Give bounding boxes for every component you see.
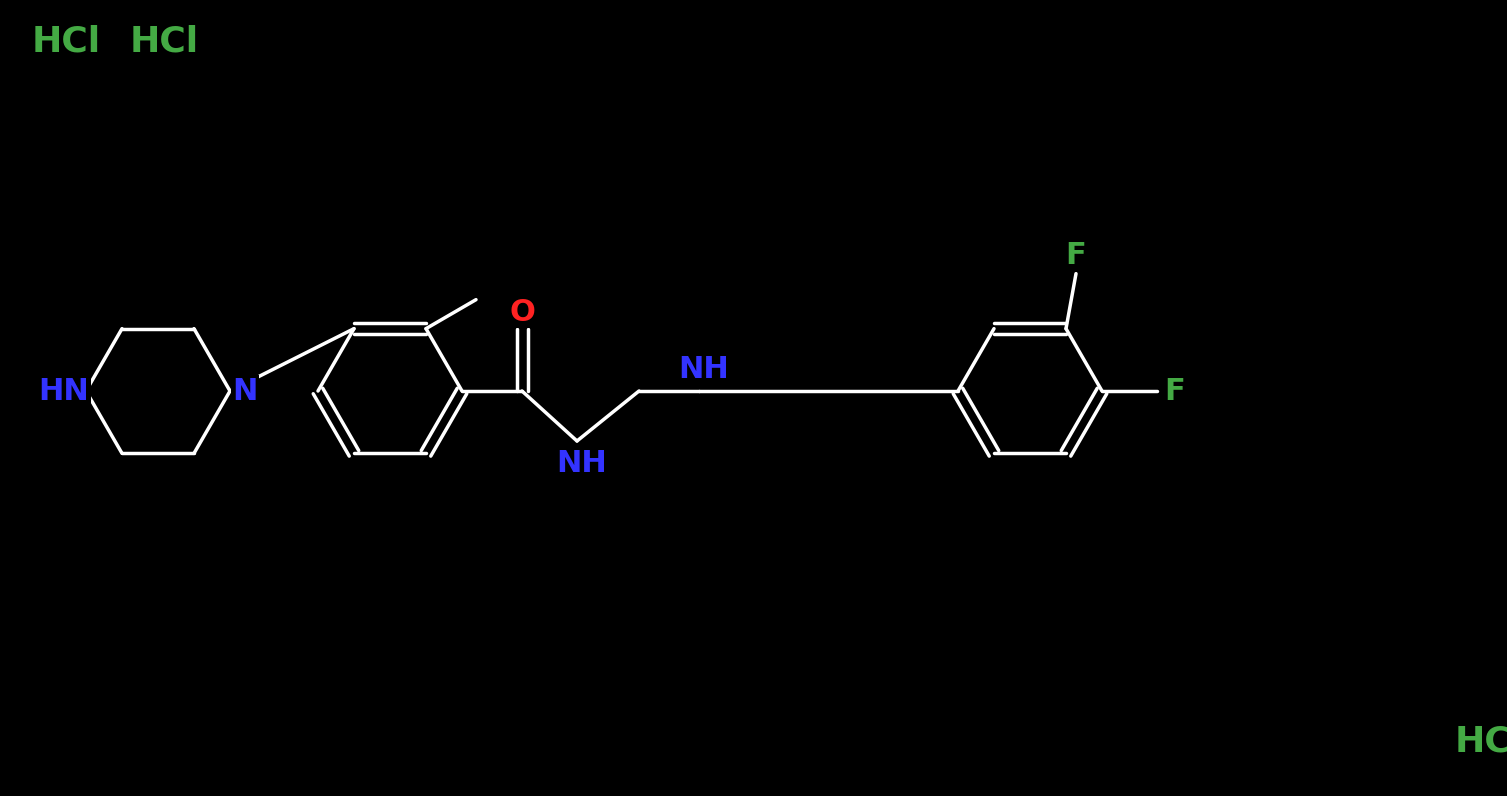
Text: HN: HN: [39, 377, 89, 405]
Text: F: F: [1165, 377, 1186, 405]
Text: HCl: HCl: [130, 24, 199, 58]
Text: O: O: [509, 298, 535, 326]
Text: HCl: HCl: [1454, 724, 1507, 758]
Text: F: F: [1065, 241, 1087, 270]
Text: NH: NH: [678, 354, 729, 384]
Text: HCl: HCl: [32, 24, 101, 58]
Text: N: N: [232, 377, 258, 405]
Text: NH: NH: [556, 448, 607, 478]
